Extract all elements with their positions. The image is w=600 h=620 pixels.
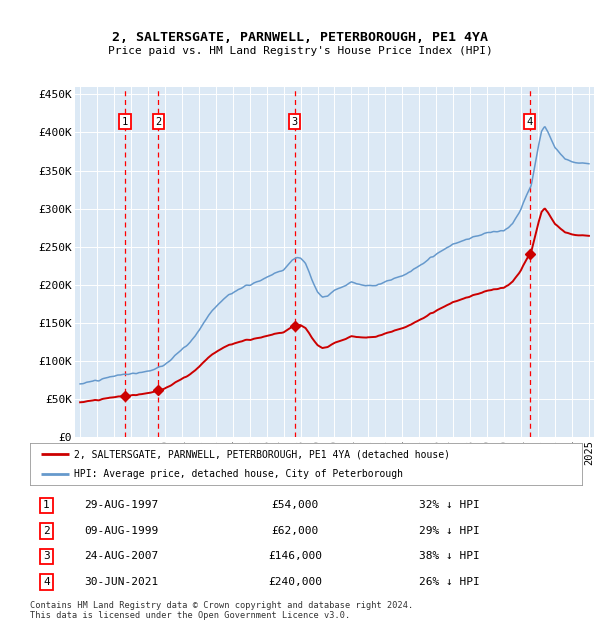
Text: 4: 4	[526, 117, 533, 127]
Text: 2: 2	[43, 526, 50, 536]
Text: 32% ↓ HPI: 32% ↓ HPI	[419, 500, 480, 510]
Text: Contains HM Land Registry data © Crown copyright and database right 2024.: Contains HM Land Registry data © Crown c…	[30, 601, 413, 611]
Text: 1: 1	[43, 500, 50, 510]
Text: 3: 3	[43, 551, 50, 561]
Text: 26% ↓ HPI: 26% ↓ HPI	[419, 577, 480, 587]
Text: 30-JUN-2021: 30-JUN-2021	[84, 577, 158, 587]
Text: 38% ↓ HPI: 38% ↓ HPI	[419, 551, 480, 561]
Text: 09-AUG-1999: 09-AUG-1999	[84, 526, 158, 536]
Text: 29-AUG-1997: 29-AUG-1997	[84, 500, 158, 510]
Text: 4: 4	[43, 577, 50, 587]
Text: £54,000: £54,000	[271, 500, 319, 510]
Text: HPI: Average price, detached house, City of Peterborough: HPI: Average price, detached house, City…	[74, 469, 403, 479]
Text: £62,000: £62,000	[271, 526, 319, 536]
Text: 2, SALTERSGATE, PARNWELL, PETERBOROUGH, PE1 4YA: 2, SALTERSGATE, PARNWELL, PETERBOROUGH, …	[112, 31, 488, 43]
Text: £240,000: £240,000	[268, 577, 322, 587]
Text: 2: 2	[155, 117, 161, 127]
Text: 2, SALTERSGATE, PARNWELL, PETERBOROUGH, PE1 4YA (detached house): 2, SALTERSGATE, PARNWELL, PETERBOROUGH, …	[74, 449, 450, 459]
Text: 24-AUG-2007: 24-AUG-2007	[84, 551, 158, 561]
Text: £146,000: £146,000	[268, 551, 322, 561]
Text: 1: 1	[122, 117, 128, 127]
Text: Price paid vs. HM Land Registry's House Price Index (HPI): Price paid vs. HM Land Registry's House …	[107, 46, 493, 56]
Text: This data is licensed under the Open Government Licence v3.0.: This data is licensed under the Open Gov…	[30, 611, 350, 620]
Text: 29% ↓ HPI: 29% ↓ HPI	[419, 526, 480, 536]
Text: 3: 3	[292, 117, 298, 127]
